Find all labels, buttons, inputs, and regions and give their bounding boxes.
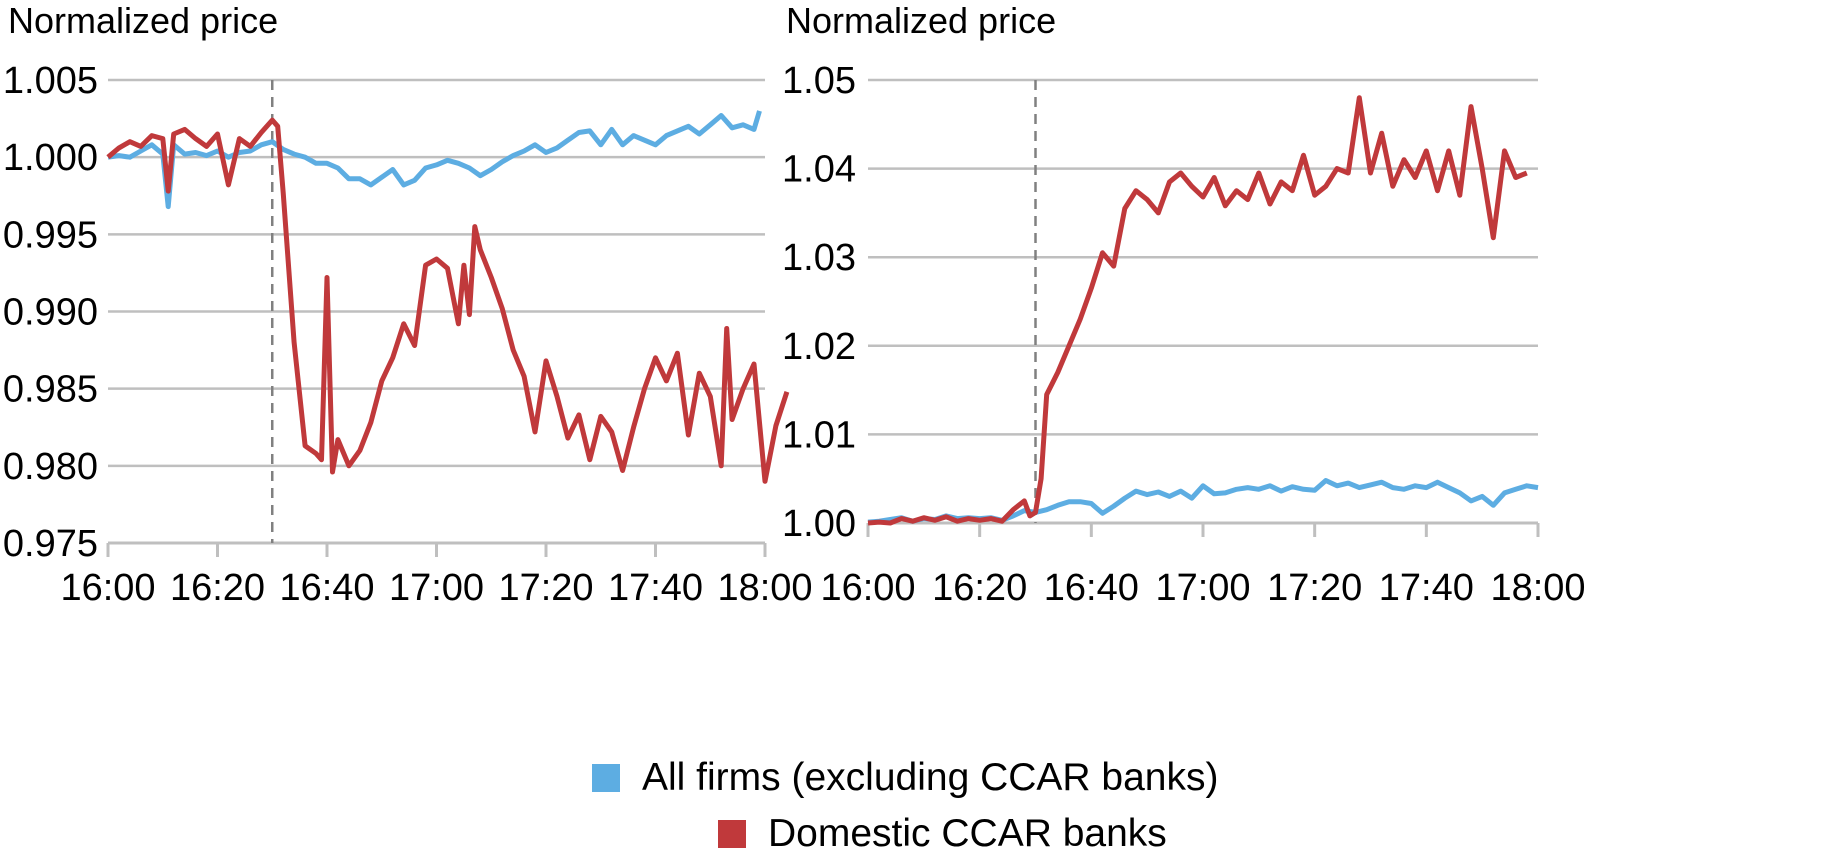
x-tick-label: 17:00 [389, 567, 484, 609]
x-tick-label: 16:40 [279, 567, 374, 609]
series-line-ccar-banks [867, 95, 1528, 526]
series-line-all-firms [867, 478, 1539, 525]
x-tick-label: 17:20 [1267, 567, 1362, 609]
legend-item-all-firms: All firms (excluding CCAR banks) [592, 758, 1219, 797]
y-tick-label: 0.995 [3, 214, 98, 256]
y-tick-label: 1.005 [3, 60, 98, 102]
x-tick-label: 17:40 [1379, 567, 1474, 609]
x-tick-label: 18:00 [717, 567, 812, 609]
y-tick-label: 1.00 [782, 503, 856, 545]
y-axis-title: Normalized price [8, 0, 278, 41]
x-tick-label: 17:40 [608, 567, 703, 609]
x-tick-label: 16:00 [60, 567, 155, 609]
x-tick-label: 16:20 [932, 567, 1027, 609]
legend-label-all-firms: All firms (excluding CCAR banks) [642, 756, 1219, 799]
x-tick-label: 16:00 [820, 567, 915, 609]
x-tick-label: 18:00 [1490, 567, 1585, 609]
legend-swatch-ccar-banks [718, 819, 746, 848]
series-line-all-firms [107, 110, 762, 210]
legend-item-ccar-banks: Domestic CCAR banks [718, 814, 1167, 853]
y-tick-label: 0.975 [3, 523, 98, 565]
legend-swatch-all-firms [592, 763, 620, 792]
right-chart-panel: Normalized price 1.00 1.01 1.02 1.03 1.04 1.05… [782, 0, 1586, 609]
y-tick-label: 1.01 [782, 414, 856, 456]
y-tick-label: 1.000 [3, 137, 98, 179]
y-tick-label: 0.980 [3, 446, 98, 488]
left-chart-panel: Normalized price 0.975 0.980 0.985 0.990 0.99… [3, 0, 813, 609]
x-tick-label: 17:00 [1155, 567, 1250, 609]
legend-label-ccar-banks: Domestic CCAR banks [768, 812, 1167, 855]
y-tick-label: 1.04 [782, 149, 856, 191]
series-line-ccar-banks [106, 117, 790, 484]
x-tick-label: 16:40 [1044, 567, 1139, 609]
y-tick-label: 0.985 [3, 369, 98, 411]
x-tick-label: 16:20 [170, 567, 265, 609]
y-tick-label: 1.05 [782, 60, 856, 102]
y-tick-label: 0.990 [3, 292, 98, 334]
y-tick-label: 1.03 [782, 237, 856, 279]
y-axis-title: Normalized price [786, 0, 1056, 41]
y-tick-label: 1.02 [782, 326, 856, 368]
x-tick-label: 17:20 [498, 567, 593, 609]
